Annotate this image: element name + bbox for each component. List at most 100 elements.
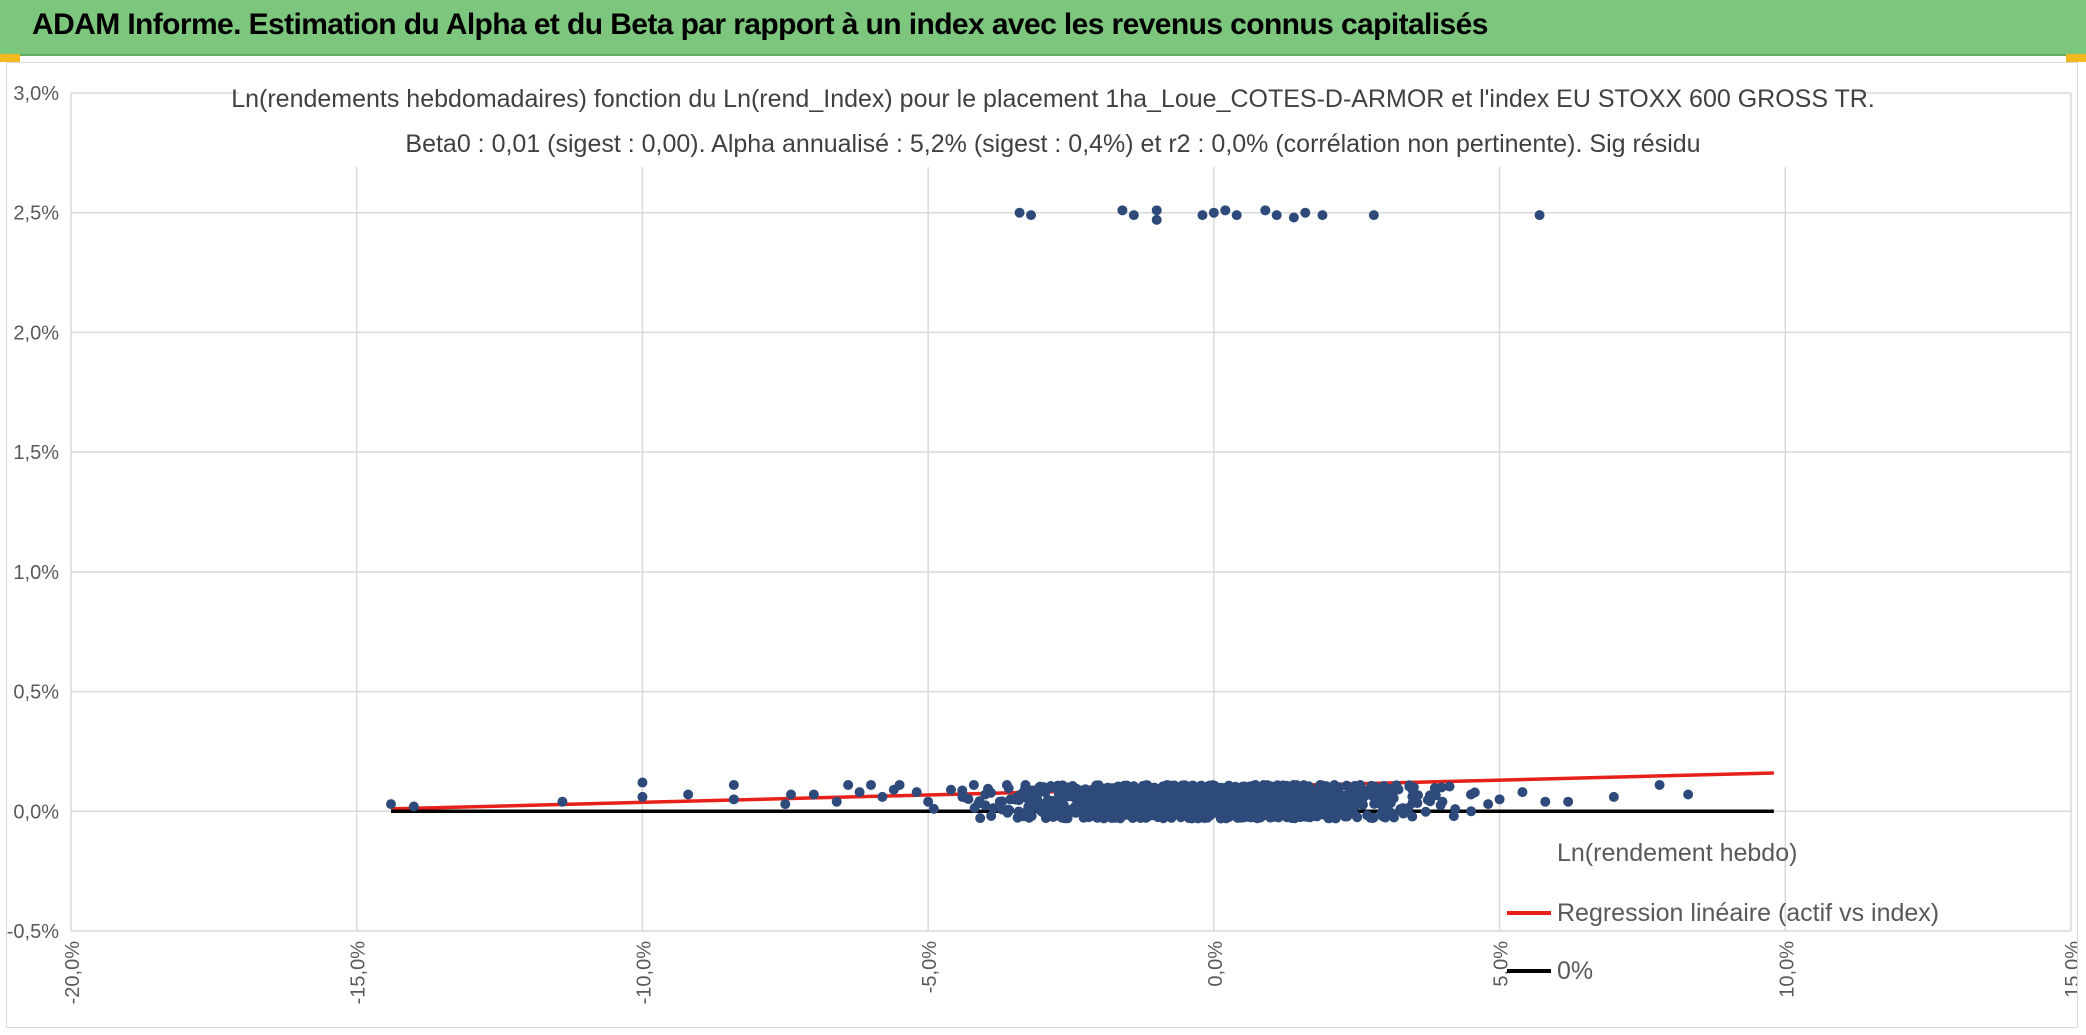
scatter-point [1206,786,1217,797]
scatter-point [1444,781,1455,792]
scatter-point [1534,210,1545,221]
scatter-point [1035,781,1046,792]
scatter-points [386,205,1694,822]
scatter-point [386,799,396,810]
scatter-point [1117,205,1128,216]
y-tick-label: 1,5% [13,442,59,464]
scatter-point [1422,794,1433,805]
scatter-point [1295,800,1306,811]
scatter-point [1288,212,1299,223]
scatter-point [968,779,979,790]
scatter-point [786,789,796,800]
scatter-point [1224,784,1235,795]
scatter-chart: -20,0% -15,0% -10,0% -5,0% 0,0% 5,0% 10,0% 15,0… [7,71,2077,1005]
scatter-point [1197,210,1208,221]
scatter-point [1106,810,1117,821]
scatter-point [1018,811,1029,822]
scatter-point [1170,807,1181,818]
scatter-point [1207,795,1218,806]
scatter-point [994,796,1005,807]
scatter-point [894,779,905,790]
scatter-point [1540,796,1551,807]
scatter-point [683,789,694,800]
x-tick-label: -5,0% [919,941,941,993]
scatter-point [1088,808,1099,819]
x-tick-label: 15,0% [2062,941,2077,998]
scatter-point [1248,785,1259,796]
scatter-point [1026,810,1037,821]
chart-title-background [239,71,1859,167]
scatter-point [1368,210,1379,221]
scatter-point [1123,807,1134,818]
scatter-point [1132,790,1143,801]
y-tick-label: -0,5% [7,921,59,943]
scatter-point [923,796,934,807]
scatter-point [1174,786,1185,797]
x-tick-label: 5,0% [1491,941,1513,987]
scatter-point [408,801,419,812]
scatter-point [1483,799,1494,810]
scatter-point [1355,779,1366,790]
scatter-point [1023,789,1034,800]
chart-title: Ln(rendements hebdomadaires) fonction du… [231,85,1875,113]
scatter-point [877,791,888,802]
scatter-point [1304,812,1315,823]
scatter-point [1380,788,1391,799]
scatter-point [1014,207,1025,218]
scatter-point [1231,210,1242,221]
scatter-point [1048,804,1059,815]
scatter-point [980,800,991,811]
scatter-point [1412,798,1423,809]
scatter-point [1061,785,1072,796]
scatter-point [1323,813,1334,824]
scatter-point [1263,782,1274,793]
scatter-point [1346,804,1357,815]
scatter-point [1178,804,1189,815]
legend-entry: Regression linéaire (actif vs index) [1557,899,1939,927]
scatter-point [1084,797,1095,808]
scatter-point [1271,210,1282,221]
scatter-point [1070,804,1081,815]
scatter-point [1128,210,1139,221]
scatter-point [997,804,1008,815]
scatter-point [1113,792,1124,803]
scatter-point [1608,791,1619,802]
scatter-point [1235,787,1246,798]
scatter-point [1110,802,1121,813]
scatter-point [1001,779,1012,790]
y-tick-label: 0,5% [13,682,59,704]
scatter-point [1010,794,1021,805]
x-tick-label: -15,0% [348,941,370,1005]
y-tick-label: 1,0% [13,562,59,584]
scatter-point [1300,207,1311,218]
report-title: ADAM Informe. Estimation du Alpha et du … [32,8,1488,41]
scatter-point [963,794,974,805]
scatter-point [1151,214,1162,225]
scatter-point [1317,210,1328,221]
scatter-point [975,813,986,824]
scatter-point [1243,806,1254,817]
scatter-point [1450,804,1461,815]
scatter-point [957,785,968,796]
scatter-point [1112,781,1123,792]
scatter-point [1344,795,1355,806]
scatter-point [728,794,739,805]
scatter-point [1260,205,1271,216]
scatter-point [780,799,791,810]
scatter-point [1040,813,1051,824]
scatter-point [1331,794,1342,805]
corner-mark-top-right [2066,54,2086,62]
x-tick-label: -10,0% [633,941,655,1005]
scatter-point [1225,808,1236,819]
scatter-point [1494,794,1505,805]
scatter-point [1368,785,1379,796]
scatter-point [1517,787,1528,798]
scatter-point [946,784,956,795]
scatter-point [637,791,648,802]
x-tick-label: -20,0% [62,941,84,1005]
legend-entry: Ln(rendement hebdo) [1557,839,1797,867]
scatter-point [1369,798,1380,809]
scatter-point [1215,813,1226,824]
scatter-point [1435,800,1446,811]
scatter-point [843,779,854,790]
